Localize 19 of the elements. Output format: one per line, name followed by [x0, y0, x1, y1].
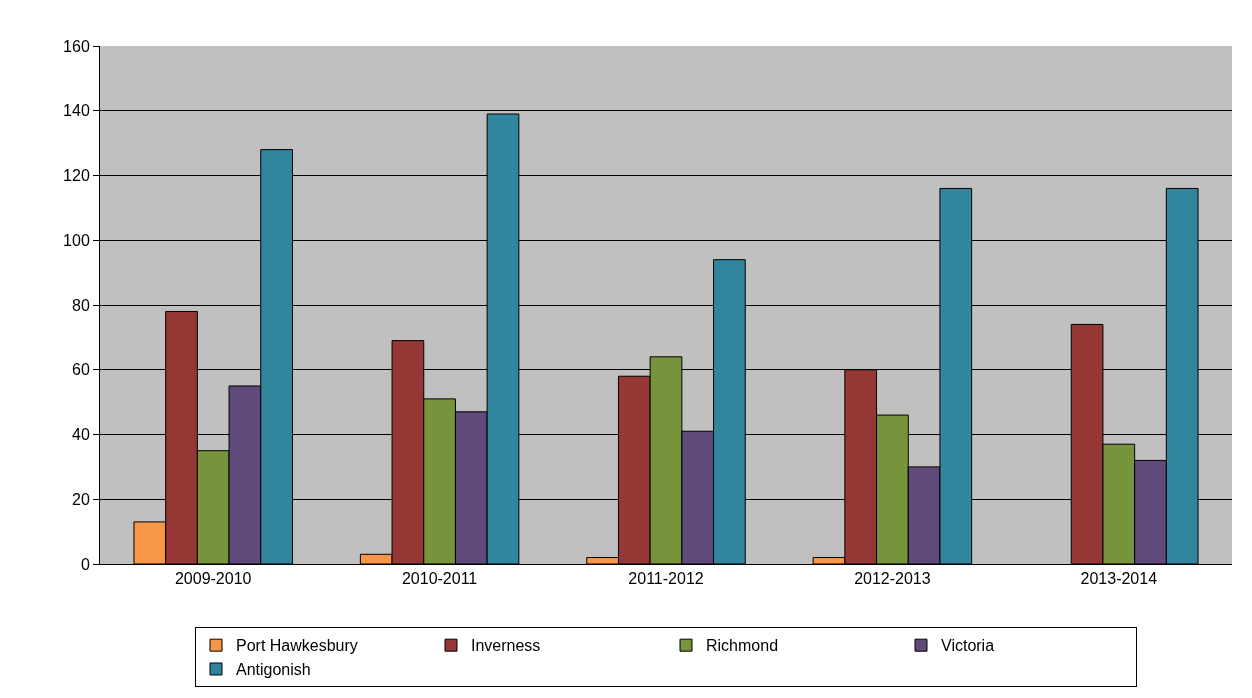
y-tick-label: 20: [72, 490, 90, 508]
x-tick-label: 2011-2012: [628, 570, 704, 588]
legend-label: Richmond: [706, 637, 779, 655]
y-tick-label: 40: [72, 426, 90, 444]
x-tick-label: 2009-2010: [174, 570, 252, 588]
y-tick-label: 120: [63, 167, 90, 185]
y-tick-label: 80: [72, 296, 90, 314]
legend-label: Victoria: [941, 637, 995, 655]
legend-label: Antigonish: [236, 661, 311, 679]
x-tick-label: 2012-2013: [854, 570, 931, 588]
y-tick-label: 0: [80, 555, 90, 573]
y-tick-label: 160: [63, 37, 90, 55]
legend-label: Port Hawkesbury: [236, 637, 358, 655]
y-tick-label: 140: [63, 102, 90, 120]
y-tick-label: 60: [72, 361, 90, 379]
x-tick-label: 2010-2011: [401, 570, 478, 588]
x-tick-label: 2013-2014: [1080, 570, 1158, 588]
y-tick-label: 100: [63, 231, 90, 249]
legend-label: Inverness: [471, 637, 541, 655]
